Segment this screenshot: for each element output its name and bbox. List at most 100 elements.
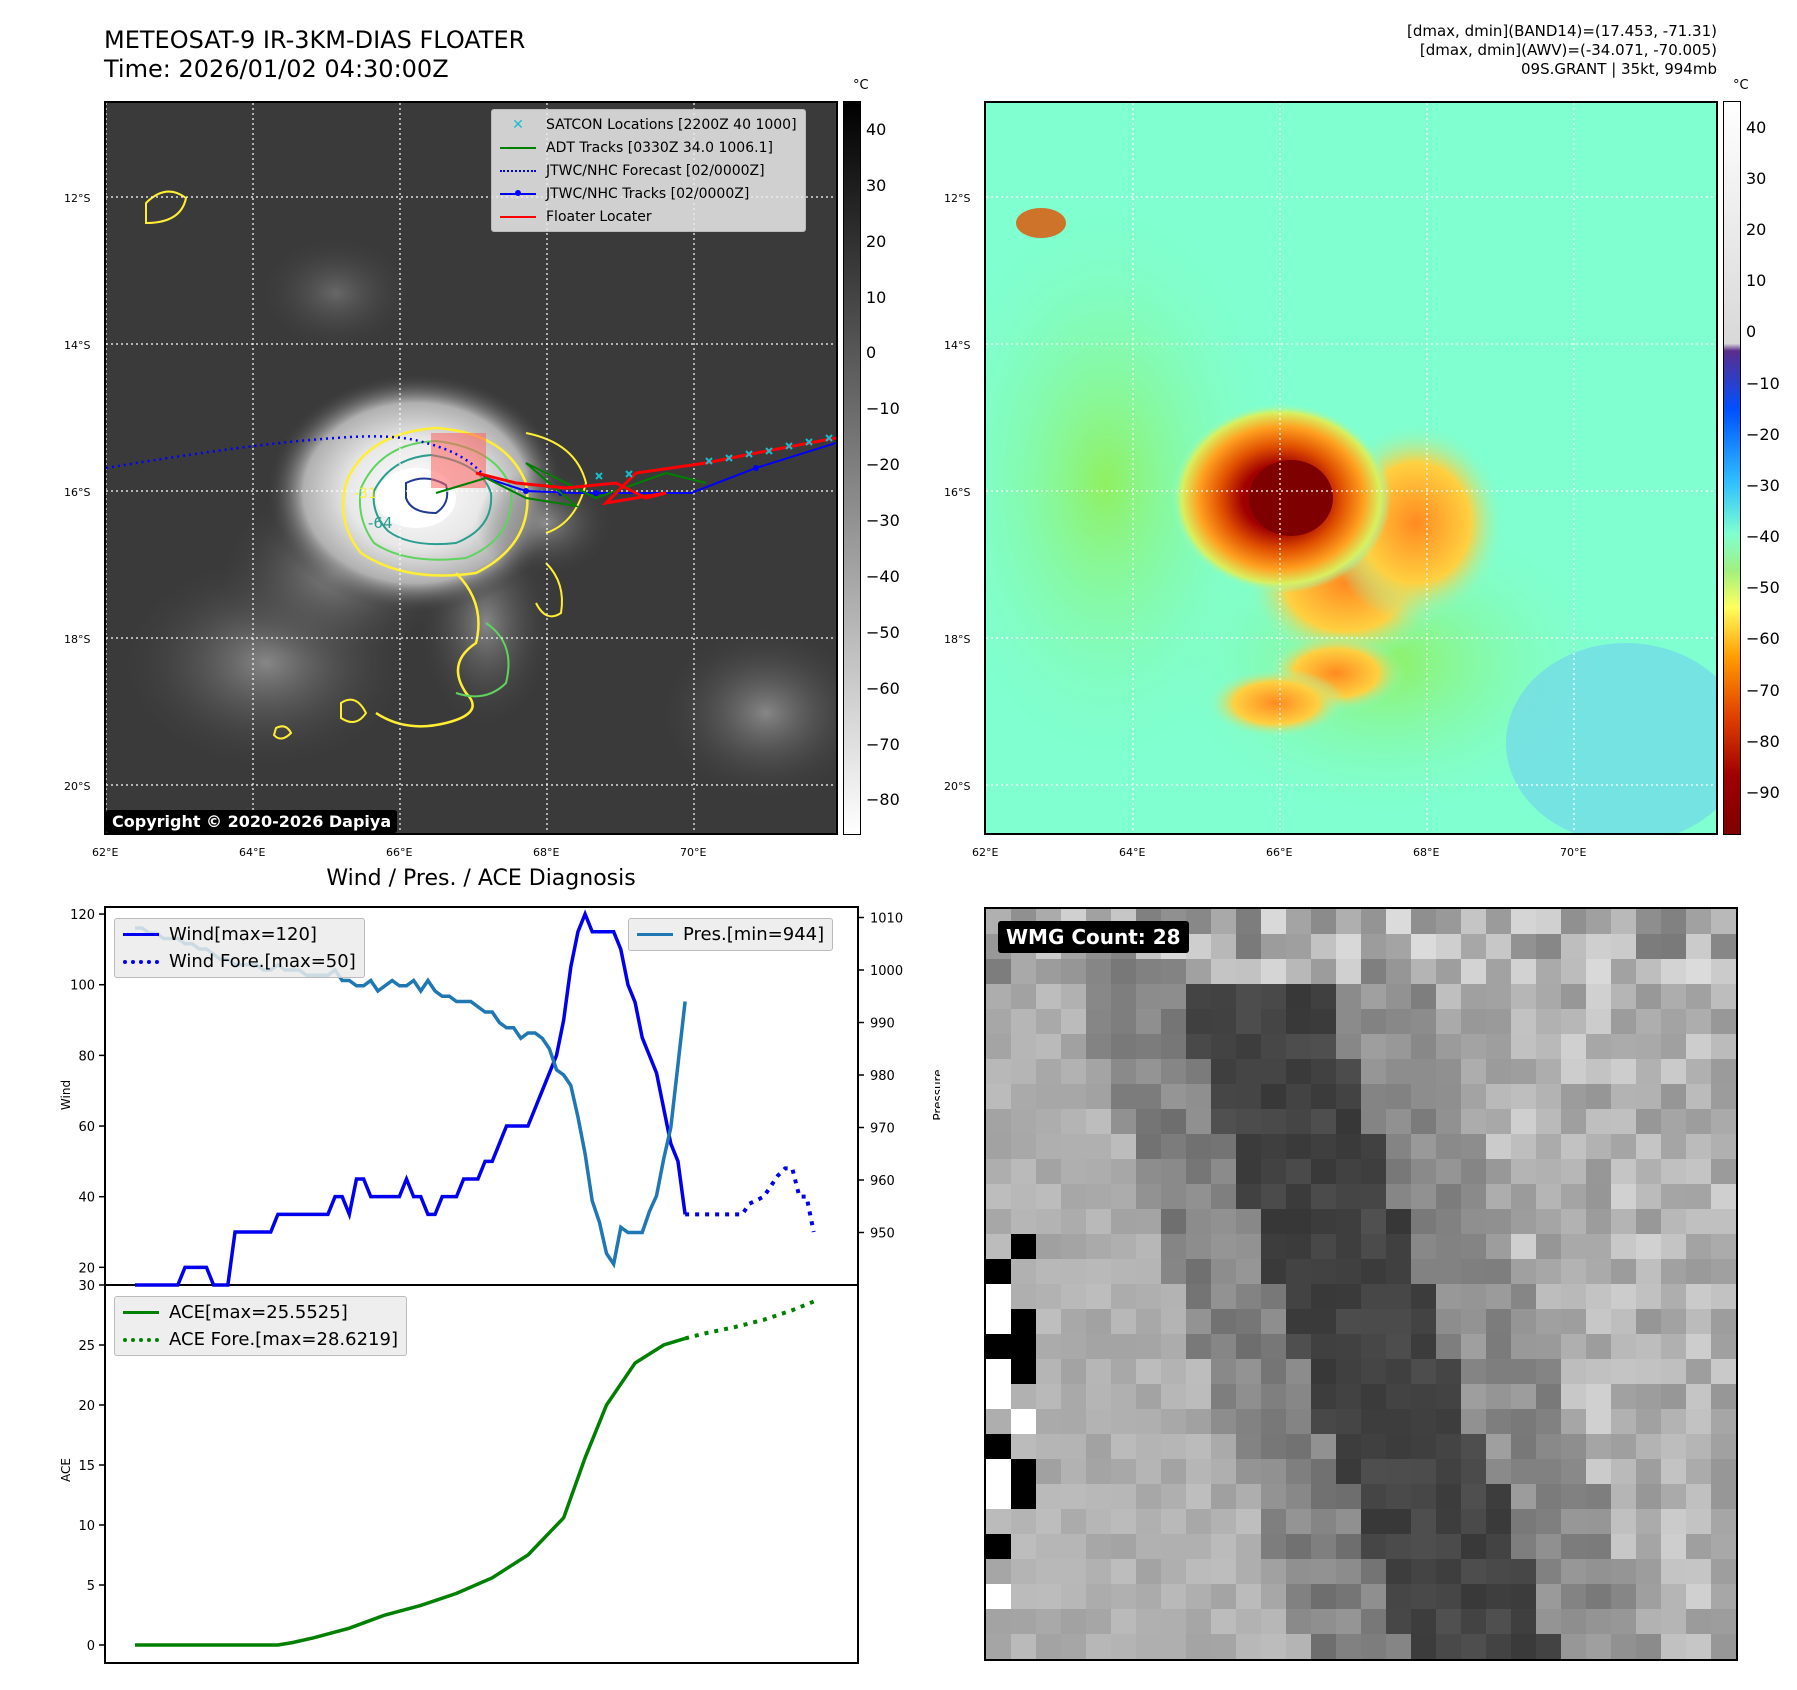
ace-legend: ACE[max=25.5525] ACE Fore.[max=28.6219] — [114, 1296, 407, 1356]
contour-label-64: -64 — [368, 514, 393, 532]
title-line-2: Time: 2026/01/02 04:30:00Z — [104, 55, 449, 83]
wv-lat-14: 14°S — [944, 339, 971, 352]
line-key-icon — [637, 933, 673, 936]
y-tick-label: 1010 — [870, 912, 903, 927]
x-marker-icon: ✕ — [512, 116, 524, 133]
info-line-1: [dmax, dmin](BAND14)=(17.453, -71.31) — [1406, 22, 1717, 40]
colorbar-tick: 30 — [866, 175, 887, 195]
wmg-count-badge: WMG Count: 28 — [998, 921, 1189, 953]
y-tick-label: 960 — [870, 1174, 895, 1189]
floater-box — [431, 433, 486, 488]
y-tick-label: 10 — [78, 1519, 95, 1534]
wv-lon-68: 68°E — [1413, 846, 1440, 859]
info-line-2: [dmax, dmin](AWV)=(-34.071, -70.005) — [1419, 41, 1717, 59]
pressure-ylabel: Pressure — [931, 1069, 940, 1120]
map-legend: ✕ SATCON Locations [2200Z 40 1000] ADT T… — [491, 109, 806, 232]
ir-lat-20: 20°S — [64, 780, 91, 793]
pressure-series — [135, 926, 687, 1269]
line-key-icon — [123, 1311, 159, 1314]
colorbar-tick: 30 — [1746, 168, 1767, 188]
wv-lat-16: 16°S — [944, 486, 971, 499]
ir-lat-14: 14°S — [64, 339, 91, 352]
y-tick-label: 5 — [87, 1579, 95, 1594]
colorbar-tick: −80 — [1746, 731, 1780, 751]
colorbar-tick: −70 — [1746, 680, 1780, 700]
colorbar-tick: 10 — [1746, 271, 1767, 291]
title-line-1: METEOSAT-9 IR-3KM-DIAS FLOATER — [104, 26, 526, 54]
wv-lon-70: 70°E — [1560, 846, 1587, 859]
colorbar-tick: −10 — [1746, 373, 1780, 393]
colorbar-tick: 20 — [866, 231, 887, 251]
colorbar-tick: −20 — [866, 455, 900, 475]
dotted-line-key-icon — [500, 169, 536, 172]
wv-cbar-unit: °C — [1733, 78, 1749, 93]
ir-lat-12: 12°S — [64, 192, 91, 205]
wv-lon-64: 64°E — [1119, 846, 1146, 859]
colorbar-tick: −10 — [866, 399, 900, 419]
y-tick-label: 120 — [70, 908, 95, 923]
colorbar-tick: 40 — [866, 119, 887, 139]
contour-label-31: -31 — [354, 486, 377, 502]
wmg-image — [986, 909, 1736, 1659]
satcon-markers — [595, 434, 833, 480]
colorbar-tick: 0 — [1746, 322, 1757, 342]
ir-lon-68: 68°E — [533, 846, 560, 859]
figure-title: METEOSAT-9 IR-3KM-DIAS FLOATER Time: 202… — [104, 26, 525, 84]
y-tick-label: 0 — [87, 1639, 95, 1654]
y-tick-label: 25 — [78, 1339, 95, 1354]
ir-lon-66: 66°E — [386, 846, 413, 859]
legend-wind: Wind[max=120] — [123, 921, 356, 948]
pressure-legend: Pres.[min=944] — [628, 918, 834, 951]
colorbar-tick: −30 — [866, 511, 900, 531]
ace-series — [135, 1299, 815, 1647]
colorbar-tick: 0 — [866, 343, 877, 363]
dotted-line-key-icon — [123, 1337, 159, 1342]
colorbar-tick: −40 — [1746, 527, 1780, 547]
wv-colorbar — [1723, 101, 1741, 835]
legend-jtwc-forecast: JTWC/NHC Forecast [02/0000Z] — [500, 159, 797, 182]
wind-ylabel: Wind — [59, 1080, 73, 1110]
wv-lon-66: 66°E — [1266, 846, 1293, 859]
colorbar-tick: −40 — [866, 566, 900, 586]
y-tick-label: 950 — [870, 1227, 895, 1242]
wind-legend: Wind[max=120] Wind Fore.[max=50] — [114, 918, 365, 978]
y-tick-label: 60 — [78, 1120, 95, 1135]
ir-lon-62: 62°E — [92, 846, 119, 859]
y-tick-label: 40 — [78, 1191, 95, 1206]
line-dot-key-icon — [500, 189, 536, 196]
colorbar-tick: −30 — [1746, 475, 1780, 495]
series-line — [135, 926, 687, 1269]
series-line — [135, 909, 687, 1287]
legend-jtwc-tracks: JTWC/NHC Tracks [02/0000Z] — [500, 182, 797, 205]
ir-lon-64: 64°E — [239, 846, 266, 859]
y-tick-label: 30 — [78, 1279, 95, 1294]
floater-locater-track — [475, 436, 836, 506]
y-tick-label: 15 — [78, 1459, 95, 1474]
ir-lon-70: 70°E — [680, 846, 707, 859]
y-tick-label: 980 — [870, 1069, 895, 1084]
colorbar-tick: −60 — [866, 678, 900, 698]
ir-lat-16: 16°S — [64, 486, 91, 499]
colorbar-tick: 20 — [1746, 219, 1767, 239]
wv-lat-12: 12°S — [944, 192, 971, 205]
colorbar-tick: −70 — [866, 734, 900, 754]
legend-ace: ACE[max=25.5525] — [123, 1299, 398, 1326]
series-line — [685, 1166, 816, 1233]
dotted-line-key-icon — [123, 959, 159, 964]
ir-cbar-unit: °C — [853, 78, 869, 93]
legend-wind-fore: Wind Fore.[max=50] — [123, 948, 356, 975]
ir-map-image: -31 -64 — [106, 103, 836, 833]
y-tick-label: 20 — [78, 1399, 95, 1414]
jtwc-forecast-track — [106, 435, 487, 479]
series-line — [135, 1336, 686, 1647]
line-key-icon — [500, 146, 536, 149]
legend-satcon: ✕ SATCON Locations [2200Z 40 1000] — [500, 113, 796, 136]
colorbar-tick: −50 — [1746, 578, 1780, 598]
ir-colorbar — [843, 101, 861, 835]
info-line-3: 09S.GRANT | 35kt, 994mb — [1520, 60, 1717, 78]
wv-lat-20: 20°S — [944, 780, 971, 793]
colorbar-tick: 40 — [1746, 117, 1767, 137]
wv-lon-62: 62°E — [972, 846, 999, 859]
diagnosis-title: Wind / Pres. / ACE Diagnosis — [326, 866, 636, 891]
ace-ylabel: ACE — [59, 1458, 73, 1482]
